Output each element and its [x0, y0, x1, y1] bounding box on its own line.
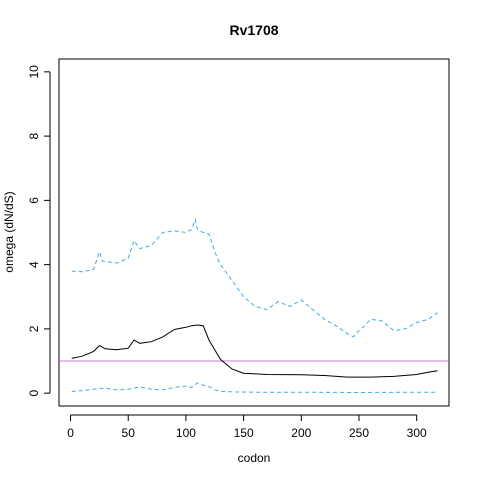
- plot-area: [58, 58, 450, 407]
- x-axis: 0 50 100 150 200 250 300: [67, 414, 427, 440]
- y-tick-label: 10: [27, 65, 41, 79]
- y-tick-label: 0: [27, 389, 41, 396]
- lower-bound-line: [71, 382, 438, 394]
- y-axis-label: omega (dN/dS): [2, 191, 16, 272]
- x-tick-label: 0: [67, 426, 74, 440]
- y-axis: 0 2 4 6 8 10: [27, 65, 51, 396]
- y-tick-label: 2: [27, 325, 41, 332]
- x-tick-label: 300: [407, 426, 427, 440]
- y-tick-label: 6: [27, 197, 41, 204]
- plot-frame: [58, 58, 450, 407]
- omega-estimate-line: [71, 324, 438, 378]
- x-tick-label: 200: [291, 426, 311, 440]
- x-tick-label: 250: [349, 426, 369, 440]
- y-tick-label: 4: [27, 261, 41, 268]
- x-axis-label: codon: [238, 451, 271, 465]
- y-tick-label: 8: [27, 132, 41, 139]
- x-tick-label: 50: [122, 426, 136, 440]
- upper-bound-line: [71, 217, 438, 338]
- series-layer: [71, 217, 438, 394]
- x-tick-label: 100: [176, 426, 196, 440]
- x-tick-label: 150: [234, 426, 254, 440]
- chart-title: Rv1708: [229, 22, 278, 38]
